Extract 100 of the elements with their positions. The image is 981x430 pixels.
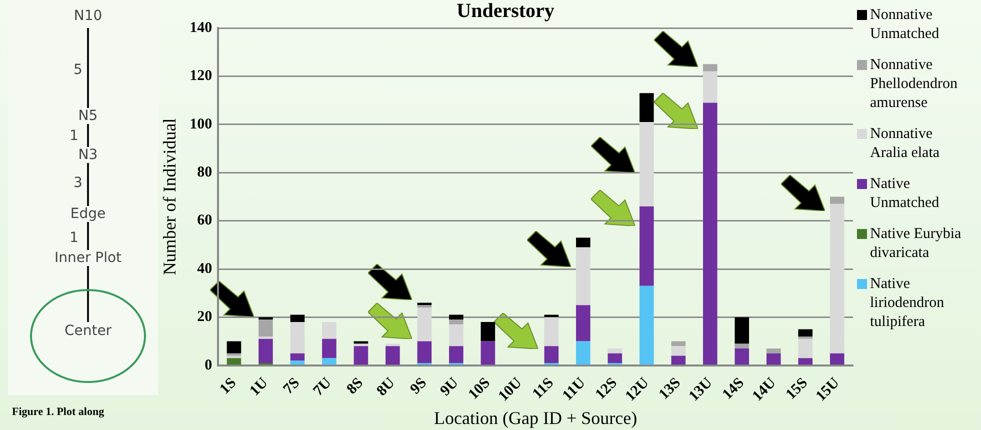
bar [671,356,686,365]
x-tick-label: 12S [592,375,620,403]
bar [703,64,718,72]
legend-label: Native liriodendron tulipifera [870,275,946,332]
legend-label: Native Eurybia divaricata [870,225,962,263]
x-tick-label: 9U [437,374,462,400]
bar [576,305,590,342]
y-tick-label: 40 [197,260,212,277]
legend-label: Nonnative Aralia elata [870,125,941,163]
bar [226,341,242,354]
text: N10 [74,8,102,24]
bar [576,238,590,248]
x-tick-label: 13U [686,374,716,405]
bar [608,353,622,363]
x-tick-label: 10U [496,374,526,405]
x-tick-label: 15U [813,374,843,405]
bar [354,346,368,365]
bar [322,322,336,339]
bar [290,322,305,354]
bar [671,346,686,356]
y-tick-label: 60 [197,212,212,229]
bar [449,346,464,363]
x-tick-label: 8S [344,375,367,398]
bar [226,358,242,365]
bar [290,353,305,361]
x-tick-label: 14U [750,374,780,405]
x-tick-label: 10S [466,375,494,403]
bar [798,329,813,336]
text: 5 [74,62,82,78]
x-tick-label: 12U [622,374,652,405]
x-tick-label: 7U [310,374,335,400]
bar [734,317,750,344]
bar [417,341,432,363]
bar [798,336,813,339]
legend-label: Native Unmatched [870,175,940,213]
x-tick-label: 1S [217,375,240,398]
bar [354,344,368,346]
y-tick-label: 140 [190,20,212,36]
legend-label: Nonnative Unmatched [870,6,940,44]
bar [290,360,305,365]
bar [576,341,590,365]
x-tick-label: 7S [280,375,304,398]
bar [258,336,273,339]
bar [830,196,844,204]
text: Inner Plot [54,250,122,266]
bar [544,346,559,363]
bar [258,320,273,336]
bar [798,338,813,358]
x-tick-label: 9S [407,375,430,398]
text: Edge [70,206,106,222]
bar [322,358,336,365]
bar [480,322,496,342]
bar [830,353,844,365]
bar [386,346,400,365]
chart-title: Understory [456,0,554,22]
caption: Figure 1. Plot along [12,406,104,418]
bar [703,102,718,365]
bar [798,358,813,365]
bar [258,317,273,320]
y-tick-label: 80 [197,164,212,180]
bar [703,71,718,103]
bar [734,344,750,349]
x-tick-label: 15S [783,375,811,403]
bar [226,353,242,356]
text: Center [64,323,112,339]
bar [544,317,559,346]
bar [766,348,781,354]
bar [449,314,464,320]
text: N3 [78,147,98,163]
y-tick-label: 0 [204,357,212,374]
bar [417,302,432,306]
bar [608,348,622,354]
bar [480,341,496,365]
bar [449,324,464,346]
bar [734,348,750,365]
bar [322,338,336,358]
bar [417,308,432,342]
bar [449,320,464,324]
legend-label: Nonnative Phellodendron amurense [870,56,958,113]
x-tick-label: 11U [560,374,589,404]
y-tick-label: 20 [197,309,212,326]
bar [640,206,654,286]
bar [290,314,305,322]
bar [640,122,654,206]
bar [258,338,273,363]
bar [386,344,400,346]
x-tick-label: 14S [720,375,748,403]
x-tick-label: 8U [374,374,398,400]
y-axis-title: Number of Individual [160,118,180,276]
y-tick-label: 100 [190,116,212,132]
bar [417,305,432,308]
x-tick-label: 13S [656,375,684,403]
text: 1 [70,128,78,144]
text: 1 [70,230,78,246]
x-tick-label: 1U [247,374,272,400]
text: 3 [74,175,82,191]
bar [576,247,590,306]
x-axis-title: Location (Gap ID + Source) [434,408,638,428]
bar [830,204,844,354]
bar [671,341,686,346]
